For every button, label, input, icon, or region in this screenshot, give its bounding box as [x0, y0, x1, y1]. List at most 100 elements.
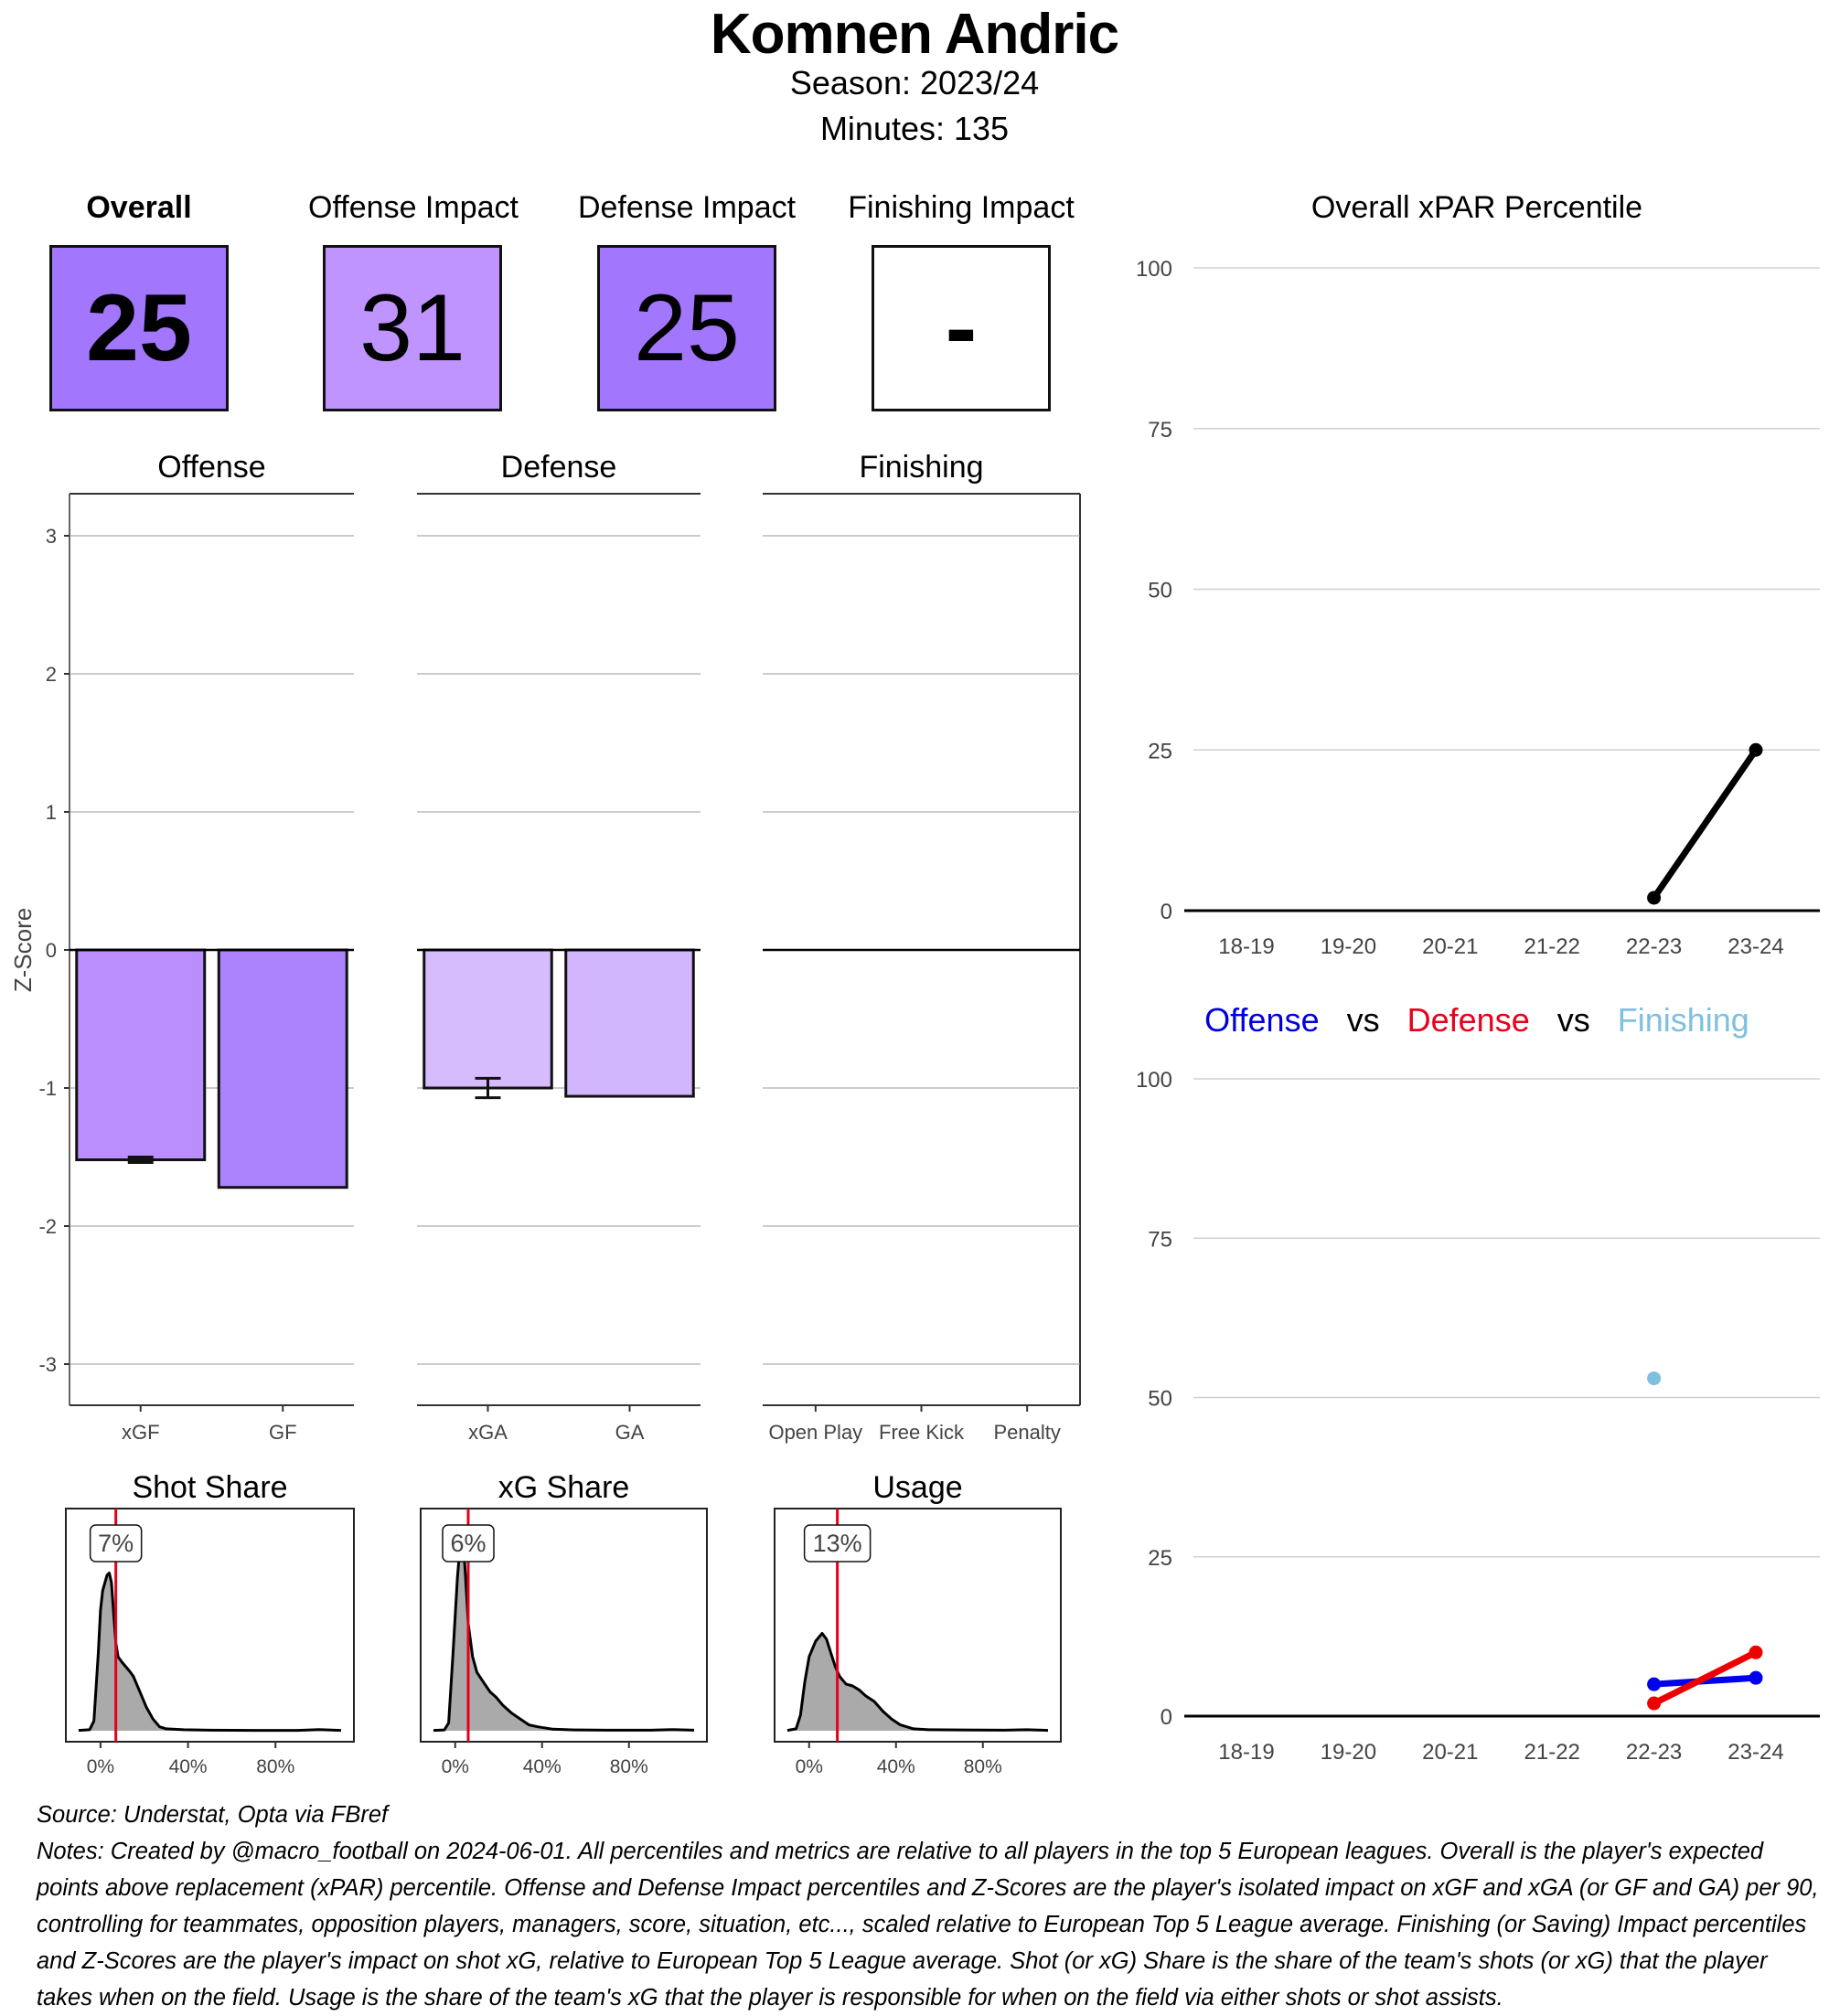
split-ytick-label: 25	[1148, 1546, 1172, 1571]
density-x-tick-label: 0%	[442, 1756, 469, 1777]
x-tick-label-gf: GF	[269, 1421, 297, 1444]
density-curve	[433, 1540, 695, 1733]
density-x-tick-label: 80%	[964, 1756, 1002, 1777]
density-area	[433, 1541, 694, 1731]
split-ytick-label: 50	[1148, 1387, 1172, 1412]
legend-defense: Defense	[1407, 1001, 1530, 1039]
overall-point-overall	[1749, 742, 1763, 757]
density-x-tick-label: 80%	[610, 1756, 648, 1777]
split-point-offense	[1647, 1677, 1662, 1691]
density-x-tick-label: 40%	[877, 1756, 915, 1777]
offense-impact-label: Offense Impact	[308, 190, 519, 225]
finishing-impact-value: -	[945, 274, 978, 381]
split-xtick-label: 22-23	[1626, 1740, 1682, 1765]
z-ytick-label: 2	[46, 663, 57, 686]
density-panel-border	[65, 1508, 355, 1743]
finishing-panel-title: Finishing	[859, 450, 984, 485]
defense-impact-label: Defense Impact	[577, 190, 797, 225]
legend-vs-1: vs	[1346, 1001, 1380, 1039]
legend-offense: Offense	[1204, 1001, 1320, 1039]
split-ytick-label: 75	[1148, 1227, 1172, 1252]
split-xtick-label: 18-19	[1218, 1740, 1274, 1765]
split-xtick-label: 19-20	[1321, 1740, 1376, 1765]
overall-xtick-label: 23-24	[1727, 934, 1783, 959]
usage-title: Usage	[872, 1470, 963, 1505]
split-point-offense	[1749, 1670, 1763, 1685]
x-tick-label-xga: xGA	[468, 1421, 508, 1444]
overall-value-box: 25	[49, 245, 229, 411]
season-label: Season: 2023/24	[789, 64, 1040, 101]
split-chart-legend: Offense vs Defense vs Finishing	[1125, 1001, 1829, 1040]
defense-panel-title: Defense	[500, 450, 617, 485]
footer-notes: Source: Understat, Opta via FBref Notes:…	[37, 1797, 1820, 2016]
overall-label: Overall	[86, 190, 192, 225]
split-xtick-label: 20-21	[1422, 1740, 1478, 1765]
split-ytick-label: 0	[1161, 1705, 1172, 1730]
overall-point-overall	[1647, 891, 1662, 905]
overall-ytick-label: 75	[1148, 418, 1172, 443]
overall-line-overall	[1651, 748, 1759, 900]
split-point-finishing	[1647, 1371, 1662, 1386]
bar-gf	[217, 948, 348, 1189]
bar-xga	[422, 948, 553, 1090]
z-ytick-label: 3	[46, 525, 57, 548]
split-xtick-label: 21-22	[1524, 1740, 1580, 1765]
split-point-defense	[1647, 1696, 1662, 1711]
density-area	[79, 1573, 341, 1731]
finishing-impact-label: Finishing Impact	[848, 190, 1075, 225]
density-area	[787, 1633, 1048, 1731]
shot-share-title: Shot Share	[132, 1470, 288, 1505]
split-line-defense	[1653, 1649, 1758, 1707]
density-x-tick-label: 0%	[87, 1756, 114, 1777]
player-value-label: 7%	[98, 1530, 134, 1557]
overall-xtick-label: 18-19	[1218, 934, 1274, 959]
overall-xtick-label: 19-20	[1321, 934, 1376, 959]
legend-vs-2: vs	[1556, 1001, 1590, 1039]
defense-impact-value: 25	[634, 274, 740, 381]
density-curve	[78, 1572, 342, 1733]
player-value-label-box	[803, 1524, 872, 1563]
density-panel-border	[774, 1508, 1062, 1743]
split-ytick-label: 100	[1136, 1068, 1172, 1093]
minutes-label: Minutes: 135	[819, 110, 1010, 147]
offense-impact-value: 31	[359, 274, 465, 381]
overall-ytick-label: 0	[1161, 900, 1172, 924]
z-ytick-label: -1	[38, 1077, 57, 1100]
z-ytick-label: 0	[46, 939, 57, 962]
overall-xtick-label: 22-23	[1626, 934, 1682, 959]
x-tick-label-ga: GA	[615, 1421, 645, 1444]
bar-ga	[564, 948, 695, 1098]
overall-xtick-label: 21-22	[1524, 934, 1580, 959]
x-tick-label-penalty: Penalty	[993, 1421, 1060, 1444]
z-ytick-label: 1	[46, 801, 57, 824]
density-x-tick-label: 40%	[523, 1756, 562, 1777]
defense-impact-value-box: 25	[597, 245, 776, 411]
source-text: Source: Understat, Opta via FBref	[37, 1802, 389, 1828]
overall-ytick-label: 25	[1148, 739, 1172, 763]
overall-xpar-title: Overall xPAR Percentile	[1310, 190, 1643, 225]
overall-ytick-label: 100	[1136, 257, 1172, 282]
z-ytick-label: -2	[38, 1215, 57, 1238]
overall-ytick-label: 50	[1148, 579, 1172, 603]
x-tick-label-free-kick: Free Kick	[879, 1421, 965, 1444]
bar-xgf	[75, 948, 207, 1162]
density-panel-border	[420, 1508, 708, 1743]
xg-share-title: xG Share	[497, 1470, 630, 1505]
notes-text: Notes: Created by @macro_football on 202…	[37, 1839, 1819, 2011]
overall-value: 25	[86, 274, 192, 381]
z-ytick-label: -3	[38, 1353, 57, 1376]
density-curve	[786, 1632, 1049, 1733]
player-value-label-box	[442, 1524, 495, 1563]
overall-xtick-label: 20-21	[1422, 934, 1478, 959]
density-x-tick-label: 80%	[256, 1756, 294, 1777]
player-name: Komnen Andric	[710, 3, 1119, 66]
x-tick-label-xgf: xGF	[122, 1421, 160, 1444]
player-value-label: 13%	[813, 1530, 862, 1557]
split-xtick-label: 23-24	[1727, 1740, 1783, 1765]
density-x-tick-label: 40%	[169, 1756, 208, 1777]
density-x-tick-label: 0%	[796, 1756, 823, 1777]
x-tick-label-open-play: Open Play	[768, 1421, 862, 1444]
player-value-label: 6%	[450, 1530, 486, 1557]
player-value-label-box	[89, 1524, 143, 1563]
